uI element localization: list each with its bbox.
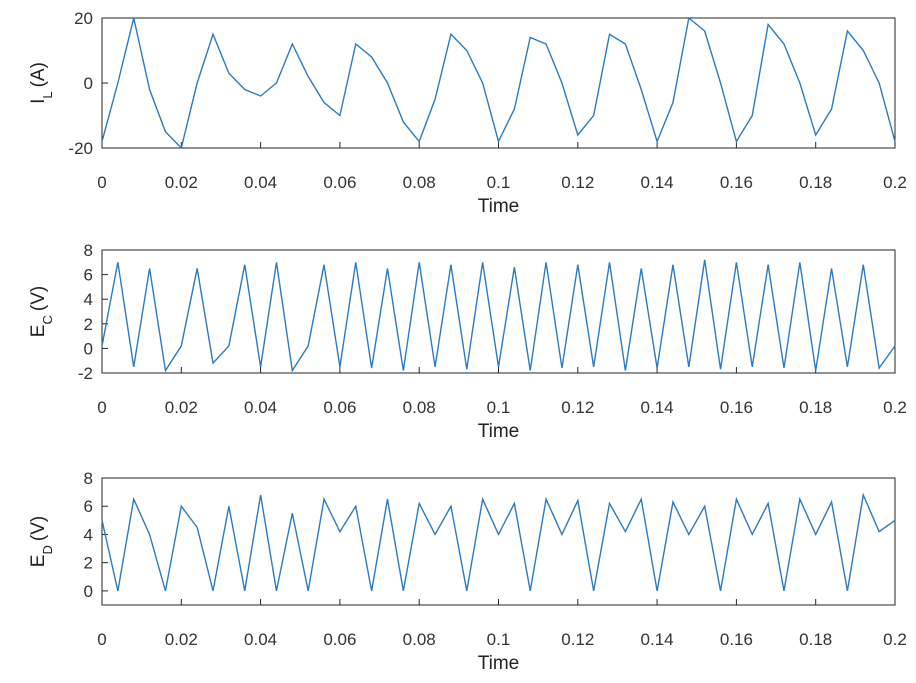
- y-label-part: L: [40, 91, 55, 98]
- y-label-part: E: [28, 555, 49, 568]
- x-tick-label: 0: [97, 173, 106, 192]
- x-tick-label: 0.1: [487, 630, 511, 649]
- x-axis-label: Time: [478, 653, 520, 674]
- x-tick-label: 0.18: [799, 173, 832, 192]
- x-axis-label: Time: [478, 196, 520, 217]
- x-tick-label: 0.08: [403, 398, 436, 417]
- x-tick-label: 0.12: [561, 630, 594, 649]
- x-tick-label: 0.14: [641, 173, 674, 192]
- plot-area: [101, 477, 896, 606]
- x-tick-label: 0.04: [244, 630, 277, 649]
- y-label-part: I: [28, 99, 49, 104]
- y-tick-label: 20: [74, 9, 93, 28]
- y-label-part: C: [40, 315, 55, 324]
- x-tick-label: 0.12: [561, 398, 594, 417]
- y-tick-label: -2: [78, 364, 93, 383]
- y-axis-label: EC (V): [28, 286, 55, 337]
- plot-area: [101, 249, 896, 374]
- y-label-part: E: [28, 325, 49, 338]
- y-axis-label: IL (A): [28, 62, 55, 104]
- x-tick-label: 0.14: [641, 630, 674, 649]
- y-label-part: (V): [28, 516, 49, 541]
- x-tick-label: 0.12: [561, 173, 594, 192]
- x-tick-label: 0: [97, 630, 106, 649]
- y-label-part: D: [40, 545, 55, 554]
- x-tick-label: 0.06: [323, 173, 356, 192]
- y-tick-label: 0: [84, 74, 93, 93]
- x-tick-label: 0.02: [165, 630, 198, 649]
- x-tick-label: 0.02: [165, 398, 198, 417]
- y-axis-label: ED (V): [28, 516, 55, 567]
- y-tick-label: 6: [84, 266, 93, 285]
- y-tick-label: 4: [84, 525, 93, 544]
- x-tick-label: 0.2: [883, 398, 907, 417]
- signal-line: [101, 492, 896, 592]
- y-tick-label: 6: [84, 497, 93, 516]
- x-axis-label: Time: [478, 421, 520, 442]
- x-tick-label: 0.1: [487, 173, 511, 192]
- y-label-part: (A): [28, 62, 49, 87]
- x-tick-label: 0.18: [799, 398, 832, 417]
- y-tick-label: 2: [84, 554, 93, 573]
- x-tick-label: 0.06: [323, 630, 356, 649]
- y-tick-label: -20: [68, 139, 93, 158]
- x-tick-label: 0.2: [883, 173, 907, 192]
- x-tick-label: 0.14: [641, 398, 674, 417]
- x-tick-label: 0.2: [883, 630, 907, 649]
- x-tick-label: 0.08: [403, 173, 436, 192]
- x-tick-label: 0.02: [165, 173, 198, 192]
- y-tick-label: 4: [84, 290, 93, 309]
- x-tick-label: 0.1: [487, 398, 511, 417]
- x-tick-label: 0.08: [403, 630, 436, 649]
- signal-line: [101, 259, 896, 373]
- signal-line: [101, 16, 896, 150]
- x-tick-label: 0.04: [244, 173, 277, 192]
- x-tick-label: 0.06: [323, 398, 356, 417]
- y-tick-label: 2: [84, 315, 93, 334]
- y-tick-label: 0: [84, 339, 93, 358]
- x-tick-label: 0.04: [244, 398, 277, 417]
- x-tick-label: 0: [97, 398, 106, 417]
- x-tick-label: 0.16: [720, 630, 753, 649]
- y-tick-label: 8: [84, 241, 93, 260]
- x-tick-label: 0.16: [720, 398, 753, 417]
- y-label-part: (V): [28, 286, 49, 311]
- x-tick-label: 0.16: [720, 173, 753, 192]
- y-tick-label: 0: [84, 582, 93, 601]
- y-tick-label: 8: [84, 469, 93, 488]
- x-tick-label: 0.18: [799, 630, 832, 649]
- plot-area: [101, 17, 896, 149]
